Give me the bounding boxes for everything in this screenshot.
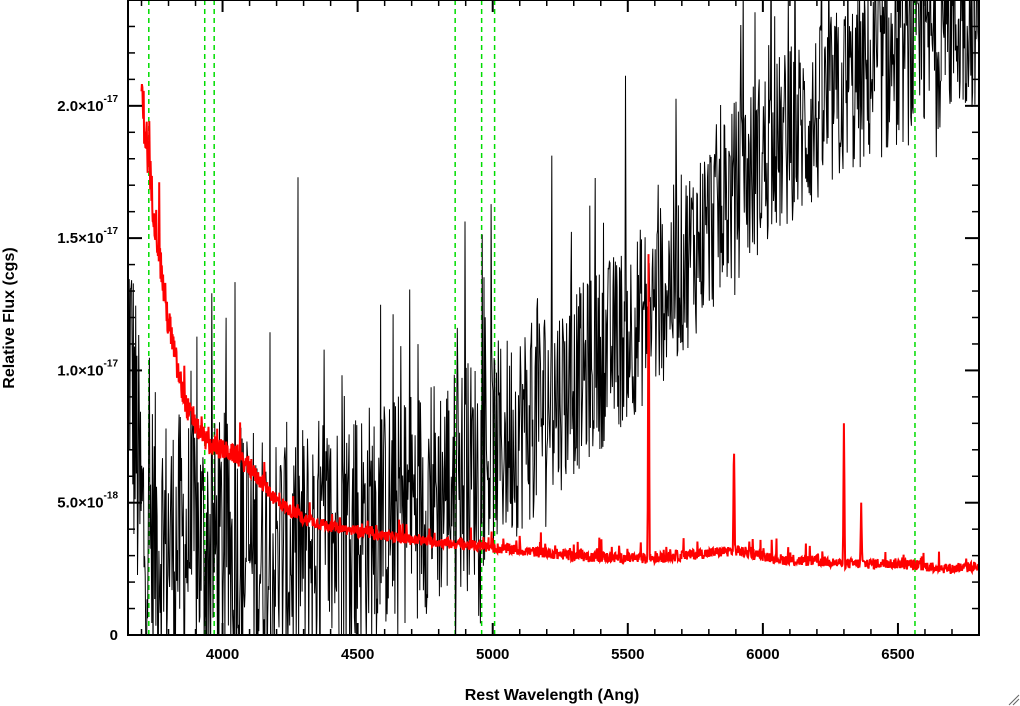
x-tick-label: 6500: [881, 646, 914, 663]
y-tick-label: 2.0×10-17: [57, 94, 118, 115]
series-2-line: [140, 83, 979, 576]
x-tick-label: 5000: [476, 646, 509, 663]
x-tick-label: 4500: [341, 646, 374, 663]
series-layer: [128, 0, 979, 635]
y-tick-label: 1.5×10-17: [57, 226, 118, 247]
y-axis-title: Relative Flux (cgs): [1, 247, 18, 388]
y-tick-label: 0: [110, 627, 118, 644]
x-axis-title: Rest Wavelength (Ang): [465, 687, 640, 704]
y-tick-label: 1.0×10-17: [57, 358, 118, 379]
plot-area: [128, 0, 979, 635]
x-tick-label: 4000: [206, 646, 239, 663]
y-axis-ticks: 0 5.0×10-18 1.0×10-17 1.5×10-17 2.0×10-17: [57, 0, 979, 644]
x-axis-ticks: 4000 4500 5000 5500 6000 6500: [140, 0, 980, 663]
x-tick-label: 6000: [746, 646, 779, 663]
series-1-line: [128, 0, 979, 635]
y-tick-label: 5.0×10-18: [57, 491, 118, 512]
resize-grip-icon[interactable]: [1008, 694, 1020, 706]
x-tick-label: 5500: [611, 646, 644, 663]
